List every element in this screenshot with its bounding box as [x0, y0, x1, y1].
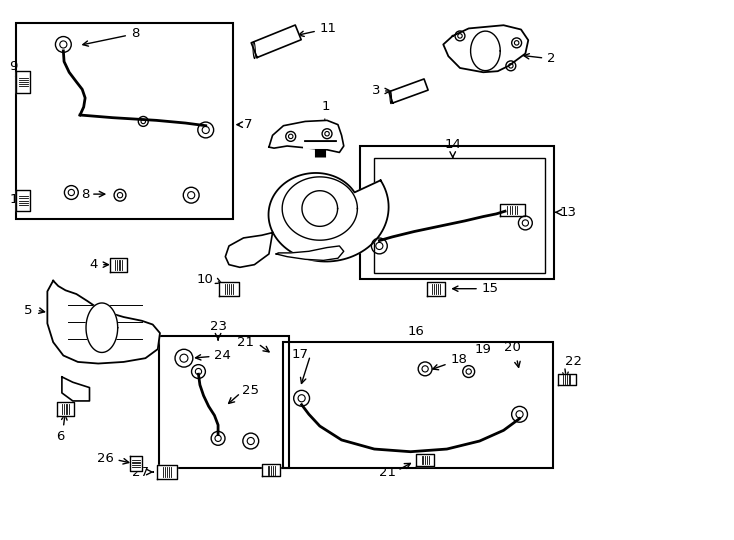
Text: 9: 9	[10, 60, 18, 73]
Polygon shape	[558, 374, 575, 386]
Text: 26: 26	[98, 451, 115, 464]
Text: 22: 22	[565, 355, 582, 368]
Text: 23: 23	[210, 320, 227, 333]
Text: 8: 8	[83, 28, 139, 46]
Polygon shape	[269, 173, 388, 261]
Text: 19: 19	[475, 342, 492, 355]
Bar	[283, 342, 553, 468]
Polygon shape	[443, 25, 528, 72]
Text: 15: 15	[453, 282, 499, 295]
Text: 5: 5	[24, 303, 33, 316]
Bar	[16, 23, 233, 219]
Text: 25: 25	[242, 384, 259, 397]
Polygon shape	[500, 204, 525, 216]
Polygon shape	[109, 258, 128, 272]
Text: 17: 17	[292, 348, 309, 361]
Text: 4: 4	[90, 258, 109, 271]
Polygon shape	[86, 303, 117, 353]
Text: 21: 21	[379, 465, 396, 478]
Bar	[159, 336, 289, 468]
Text: 14: 14	[444, 138, 461, 151]
Text: 8: 8	[81, 187, 90, 200]
Text: 16: 16	[408, 326, 425, 339]
Polygon shape	[48, 281, 160, 363]
Polygon shape	[225, 233, 272, 267]
Polygon shape	[16, 190, 30, 211]
Polygon shape	[157, 465, 177, 479]
Text: 20: 20	[504, 341, 520, 354]
Text: 27: 27	[132, 465, 149, 478]
Polygon shape	[302, 191, 338, 226]
Polygon shape	[262, 464, 280, 476]
Text: 21: 21	[237, 336, 255, 349]
Polygon shape	[389, 79, 428, 103]
Polygon shape	[276, 246, 344, 260]
Text: 3: 3	[371, 84, 390, 97]
Text: 18: 18	[433, 353, 468, 370]
Polygon shape	[269, 120, 344, 152]
Text: 11: 11	[299, 22, 337, 36]
Polygon shape	[130, 456, 142, 471]
Text: 13: 13	[559, 206, 576, 219]
Polygon shape	[427, 282, 445, 295]
Text: 1: 1	[321, 100, 330, 136]
Text: 6: 6	[57, 430, 65, 443]
Polygon shape	[62, 377, 90, 401]
Polygon shape	[251, 25, 301, 57]
Text: 24: 24	[195, 349, 231, 362]
Polygon shape	[416, 454, 434, 465]
Text: 2: 2	[524, 52, 556, 65]
Polygon shape	[16, 71, 30, 93]
Text: 12: 12	[10, 193, 26, 206]
Text: 10: 10	[196, 273, 213, 286]
Bar	[374, 158, 545, 273]
Polygon shape	[219, 282, 239, 295]
Bar	[360, 146, 554, 279]
Polygon shape	[57, 402, 74, 416]
Text: 7: 7	[244, 118, 252, 131]
